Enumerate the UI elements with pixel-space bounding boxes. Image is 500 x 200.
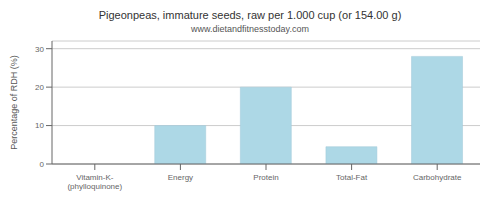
svg-text:0: 0 [40,160,45,169]
svg-text:30: 30 [35,45,44,54]
svg-text:Energy: Energy [168,173,193,182]
svg-text:Carbohydrate: Carbohydrate [413,173,462,182]
html-text:www.dietandfitnesstoday.com: www.dietandfitnesstoday.com [191,24,309,34]
svg-text:Total-Fat: Total-Fat [336,173,368,182]
svg-text:10: 10 [35,121,44,130]
html-text:Pigeonpeas, immature seeds, ra: Pigeonpeas, immature seeds, raw per 1.00… [98,9,402,21]
svg-text:Percentage of RDH (%): Percentage of RDH (%) [9,55,19,150]
svg-text:20: 20 [35,83,44,92]
svg-text:Vitamin-K-(phylloquinone): Vitamin-K-(phylloquinone) [67,173,122,191]
svg-text:Protein: Protein [253,173,278,182]
